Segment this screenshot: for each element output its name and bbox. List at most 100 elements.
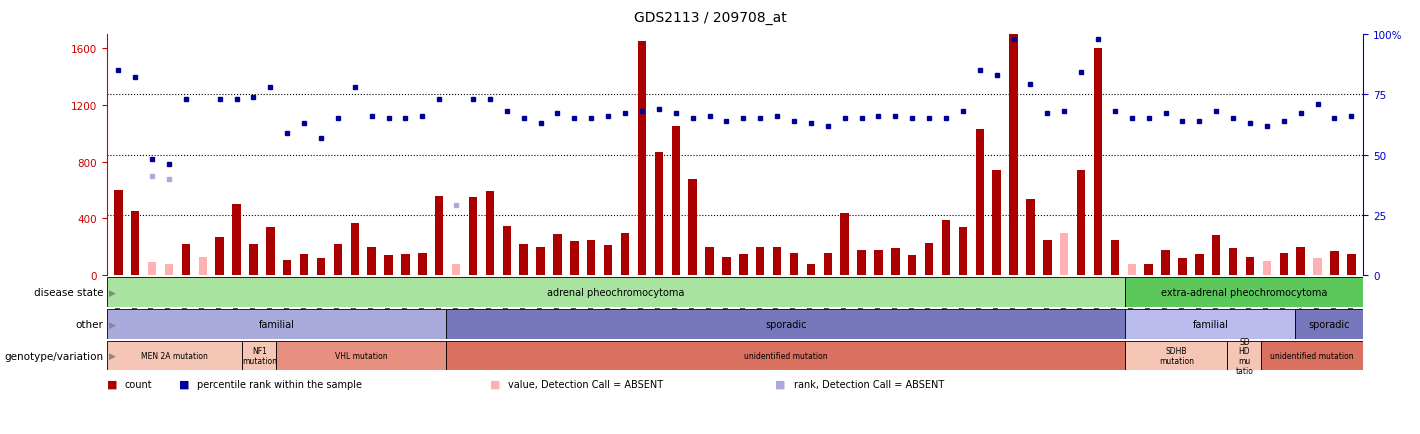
Bar (672, 127, 680, 276)
Bar (106, 278, 1126, 307)
Bar (941, 220, 950, 276)
Bar (1228, 249, 1237, 276)
Text: SDHB
mutation: SDHB mutation (1159, 347, 1194, 365)
Bar (520, 244, 528, 276)
Bar (1331, 252, 1339, 276)
Bar (106, 309, 446, 339)
Bar (1044, 240, 1052, 276)
Bar (131, 212, 139, 276)
Bar (1279, 253, 1288, 276)
Bar (1145, 264, 1153, 276)
Bar (1126, 278, 1363, 307)
Bar (959, 227, 967, 276)
Bar (182, 244, 190, 276)
Bar (277, 341, 446, 371)
Bar (841, 213, 849, 276)
Text: unidentified mutation: unidentified mutation (744, 352, 828, 360)
Bar (1296, 247, 1305, 276)
Bar (1027, 199, 1035, 276)
Bar (385, 256, 393, 276)
Text: NF1
mutation: NF1 mutation (241, 347, 277, 365)
Bar (1110, 240, 1119, 276)
Bar (452, 264, 460, 276)
Bar (1179, 259, 1187, 276)
Bar (1093, 49, 1102, 276)
Bar (334, 244, 342, 276)
Bar (976, 130, 984, 276)
Text: ■: ■ (490, 379, 500, 388)
Bar (655, 152, 663, 276)
Bar (165, 264, 173, 276)
Bar (106, 341, 243, 371)
Text: familial: familial (258, 319, 294, 329)
Bar (1227, 341, 1261, 371)
Bar (1076, 171, 1085, 276)
Bar (772, 247, 781, 276)
Bar (604, 246, 612, 276)
Bar (1245, 257, 1254, 276)
Bar (1059, 233, 1068, 276)
Bar (114, 191, 122, 276)
Bar (824, 253, 832, 276)
Text: ▶: ▶ (109, 320, 116, 329)
Text: count: count (125, 379, 152, 388)
Bar (924, 243, 933, 276)
Text: VHL mutation: VHL mutation (335, 352, 388, 360)
Bar (738, 254, 747, 276)
Bar (1010, 35, 1018, 276)
Bar (435, 196, 443, 276)
Text: other: other (75, 319, 104, 329)
Bar (706, 247, 714, 276)
Bar (1127, 264, 1136, 276)
Bar (1261, 341, 1363, 371)
Bar (283, 260, 291, 276)
Bar (858, 250, 866, 276)
Bar (351, 223, 359, 276)
Bar (723, 257, 731, 276)
Bar (199, 257, 207, 276)
Bar (402, 254, 410, 276)
Bar (554, 234, 562, 276)
Bar (1348, 254, 1356, 276)
Text: rank, Detection Call = ABSENT: rank, Detection Call = ABSENT (794, 379, 944, 388)
Text: extra-adrenal pheochromocytoma: extra-adrenal pheochromocytoma (1162, 288, 1328, 297)
Bar (1295, 309, 1363, 339)
Text: familial: familial (1193, 319, 1228, 329)
Bar (571, 242, 578, 276)
Bar (148, 263, 156, 276)
Bar (486, 192, 494, 276)
Bar (243, 341, 277, 371)
Bar (689, 179, 697, 276)
Bar (875, 250, 883, 276)
Text: ■: ■ (106, 379, 116, 388)
Text: genotype/variation: genotype/variation (4, 351, 104, 361)
Bar (446, 309, 1126, 339)
Text: GDS2113 / 209708_at: GDS2113 / 209708_at (633, 11, 787, 25)
Bar (537, 247, 545, 276)
Bar (586, 240, 595, 276)
Bar (638, 42, 646, 276)
Bar (1126, 309, 1295, 339)
Bar (1196, 254, 1204, 276)
Bar (266, 227, 274, 276)
Bar (446, 341, 1126, 371)
Text: adrenal pheochromocytoma: adrenal pheochromocytoma (547, 288, 684, 297)
Bar (469, 197, 477, 276)
Bar (233, 205, 241, 276)
Text: percentile rank within the sample: percentile rank within the sample (197, 379, 362, 388)
Bar (503, 226, 511, 276)
Bar (907, 256, 916, 276)
Text: ▶: ▶ (109, 288, 116, 297)
Text: sporadic: sporadic (765, 319, 807, 329)
Text: ▶: ▶ (109, 352, 116, 360)
Bar (755, 247, 764, 276)
Bar (300, 254, 308, 276)
Bar (993, 171, 1001, 276)
Bar (368, 247, 376, 276)
Bar (621, 233, 629, 276)
Bar (1262, 261, 1271, 276)
Bar (250, 244, 257, 276)
Text: disease state: disease state (34, 288, 104, 297)
Text: value, Detection Call = ABSENT: value, Detection Call = ABSENT (508, 379, 663, 388)
Text: sporadic: sporadic (1308, 319, 1350, 329)
